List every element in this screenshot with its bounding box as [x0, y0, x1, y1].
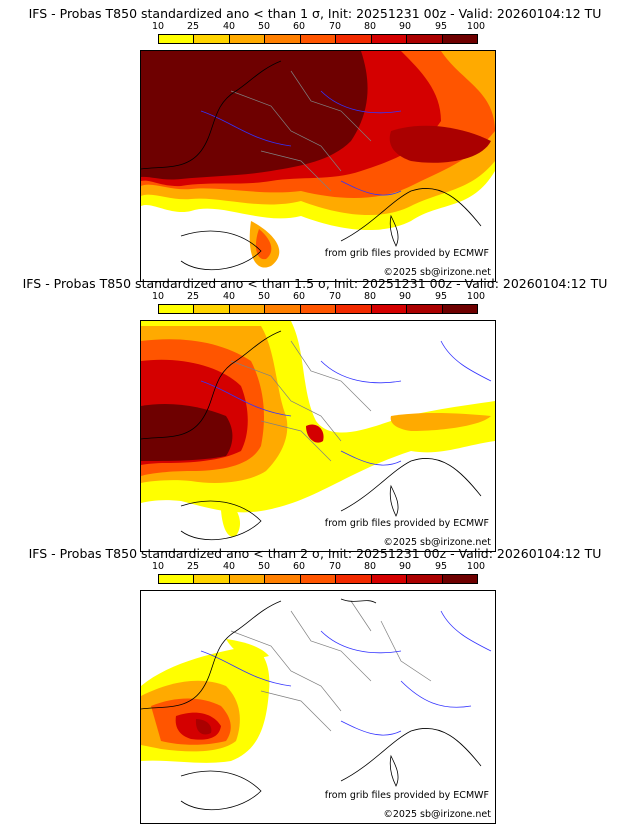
tick-label: 25: [186, 561, 200, 572]
probability-map: from grib files provided by ECMWF ©2025 …: [140, 320, 496, 552]
scale-swatch: [371, 575, 408, 583]
tick-label: 95: [434, 561, 448, 572]
tick-label: 95: [434, 291, 448, 302]
tick-label: 95: [434, 21, 448, 32]
tick-label: 10: [151, 21, 165, 32]
copyright-credit: ©2025 sb@irizone.net: [383, 537, 491, 548]
tick-label: 80: [363, 291, 377, 302]
tick-label: 25: [186, 291, 200, 302]
scale-swatch: [159, 35, 195, 43]
scale-ticks: 10 25 40 50 60 70 80 90 95 100: [152, 21, 485, 33]
panel-title: IFS - Probas T850 standardized ano < tha…: [22, 276, 608, 291]
source-credit: from grib files provided by ECMWF: [324, 248, 489, 259]
scale-swatch: [407, 35, 443, 43]
tick-label: 40: [222, 561, 236, 572]
scale-swatch: [442, 575, 477, 583]
scale-swatch: [442, 35, 477, 43]
tick-label: 50: [257, 561, 271, 572]
map-panel-1: IFS - Probas T850 standardized ano < tha…: [0, 6, 630, 282]
tick-label: 50: [257, 21, 271, 32]
scale-swatch: [371, 305, 408, 313]
scale-swatch: [300, 575, 337, 583]
map-panel-2: IFS - Probas T850 standardized ano < tha…: [0, 276, 630, 552]
copyright-credit: ©2025 sb@irizone.net: [383, 809, 491, 820]
map-panel-3: IFS - Probas T850 standardized ano < tha…: [0, 546, 630, 826]
tick-label: 100: [466, 291, 486, 302]
tick-label: 40: [222, 291, 236, 302]
tick-label: 70: [328, 561, 342, 572]
tick-label: 25: [186, 21, 200, 32]
scale-swatch: [229, 305, 266, 313]
tick-label: 100: [466, 21, 486, 32]
scale-swatch: [371, 35, 408, 43]
scale-swatch: [265, 305, 301, 313]
scale-swatch: [159, 575, 195, 583]
scale-swatch: [265, 575, 301, 583]
panel-title: IFS - Probas T850 standardized ano < tha…: [28, 546, 602, 561]
tick-label: 100: [466, 561, 486, 572]
color-scale: [158, 34, 478, 44]
scale-ticks: 10 25 40 50 60 70 80 90 95 100: [152, 291, 485, 303]
copyright-credit: ©2025 sb@irizone.net: [383, 267, 491, 278]
scale-swatch: [159, 305, 195, 313]
scale-swatch: [229, 35, 266, 43]
tick-label: 80: [363, 21, 377, 32]
probability-map: from grib files provided by ECMWF ©2025 …: [140, 50, 496, 282]
tick-label: 70: [328, 21, 342, 32]
tick-label: 60: [292, 561, 306, 572]
scale-swatch: [265, 35, 301, 43]
scale-swatch: [194, 35, 230, 43]
tick-label: 40: [222, 21, 236, 32]
tick-label: 60: [292, 291, 306, 302]
scale-swatch: [336, 575, 372, 583]
scale-swatch: [442, 305, 477, 313]
tick-label: 70: [328, 291, 342, 302]
tick-label: 90: [398, 561, 412, 572]
tick-label: 10: [151, 291, 165, 302]
scale-swatch: [194, 305, 230, 313]
source-credit: from grib files provided by ECMWF: [324, 790, 489, 801]
source-credit: from grib files provided by ECMWF: [324, 518, 489, 529]
scale-swatch: [407, 305, 443, 313]
scale-swatch: [407, 575, 443, 583]
tick-label: 80: [363, 561, 377, 572]
color-scale: [158, 304, 478, 314]
tick-label: 60: [292, 21, 306, 32]
tick-label: 50: [257, 291, 271, 302]
panel-title: IFS - Probas T850 standardized ano < tha…: [28, 6, 602, 21]
tick-label: 10: [151, 561, 165, 572]
tick-label: 90: [398, 21, 412, 32]
scale-ticks: 10 25 40 50 60 70 80 90 95 100: [152, 561, 485, 573]
scale-swatch: [194, 575, 230, 583]
probability-map: from grib files provided by ECMWF ©2025 …: [140, 590, 496, 824]
scale-swatch: [300, 35, 337, 43]
color-scale: [158, 574, 478, 584]
scale-swatch: [229, 575, 266, 583]
scale-swatch: [336, 35, 372, 43]
scale-swatch: [336, 305, 372, 313]
scale-swatch: [300, 305, 337, 313]
tick-label: 90: [398, 291, 412, 302]
